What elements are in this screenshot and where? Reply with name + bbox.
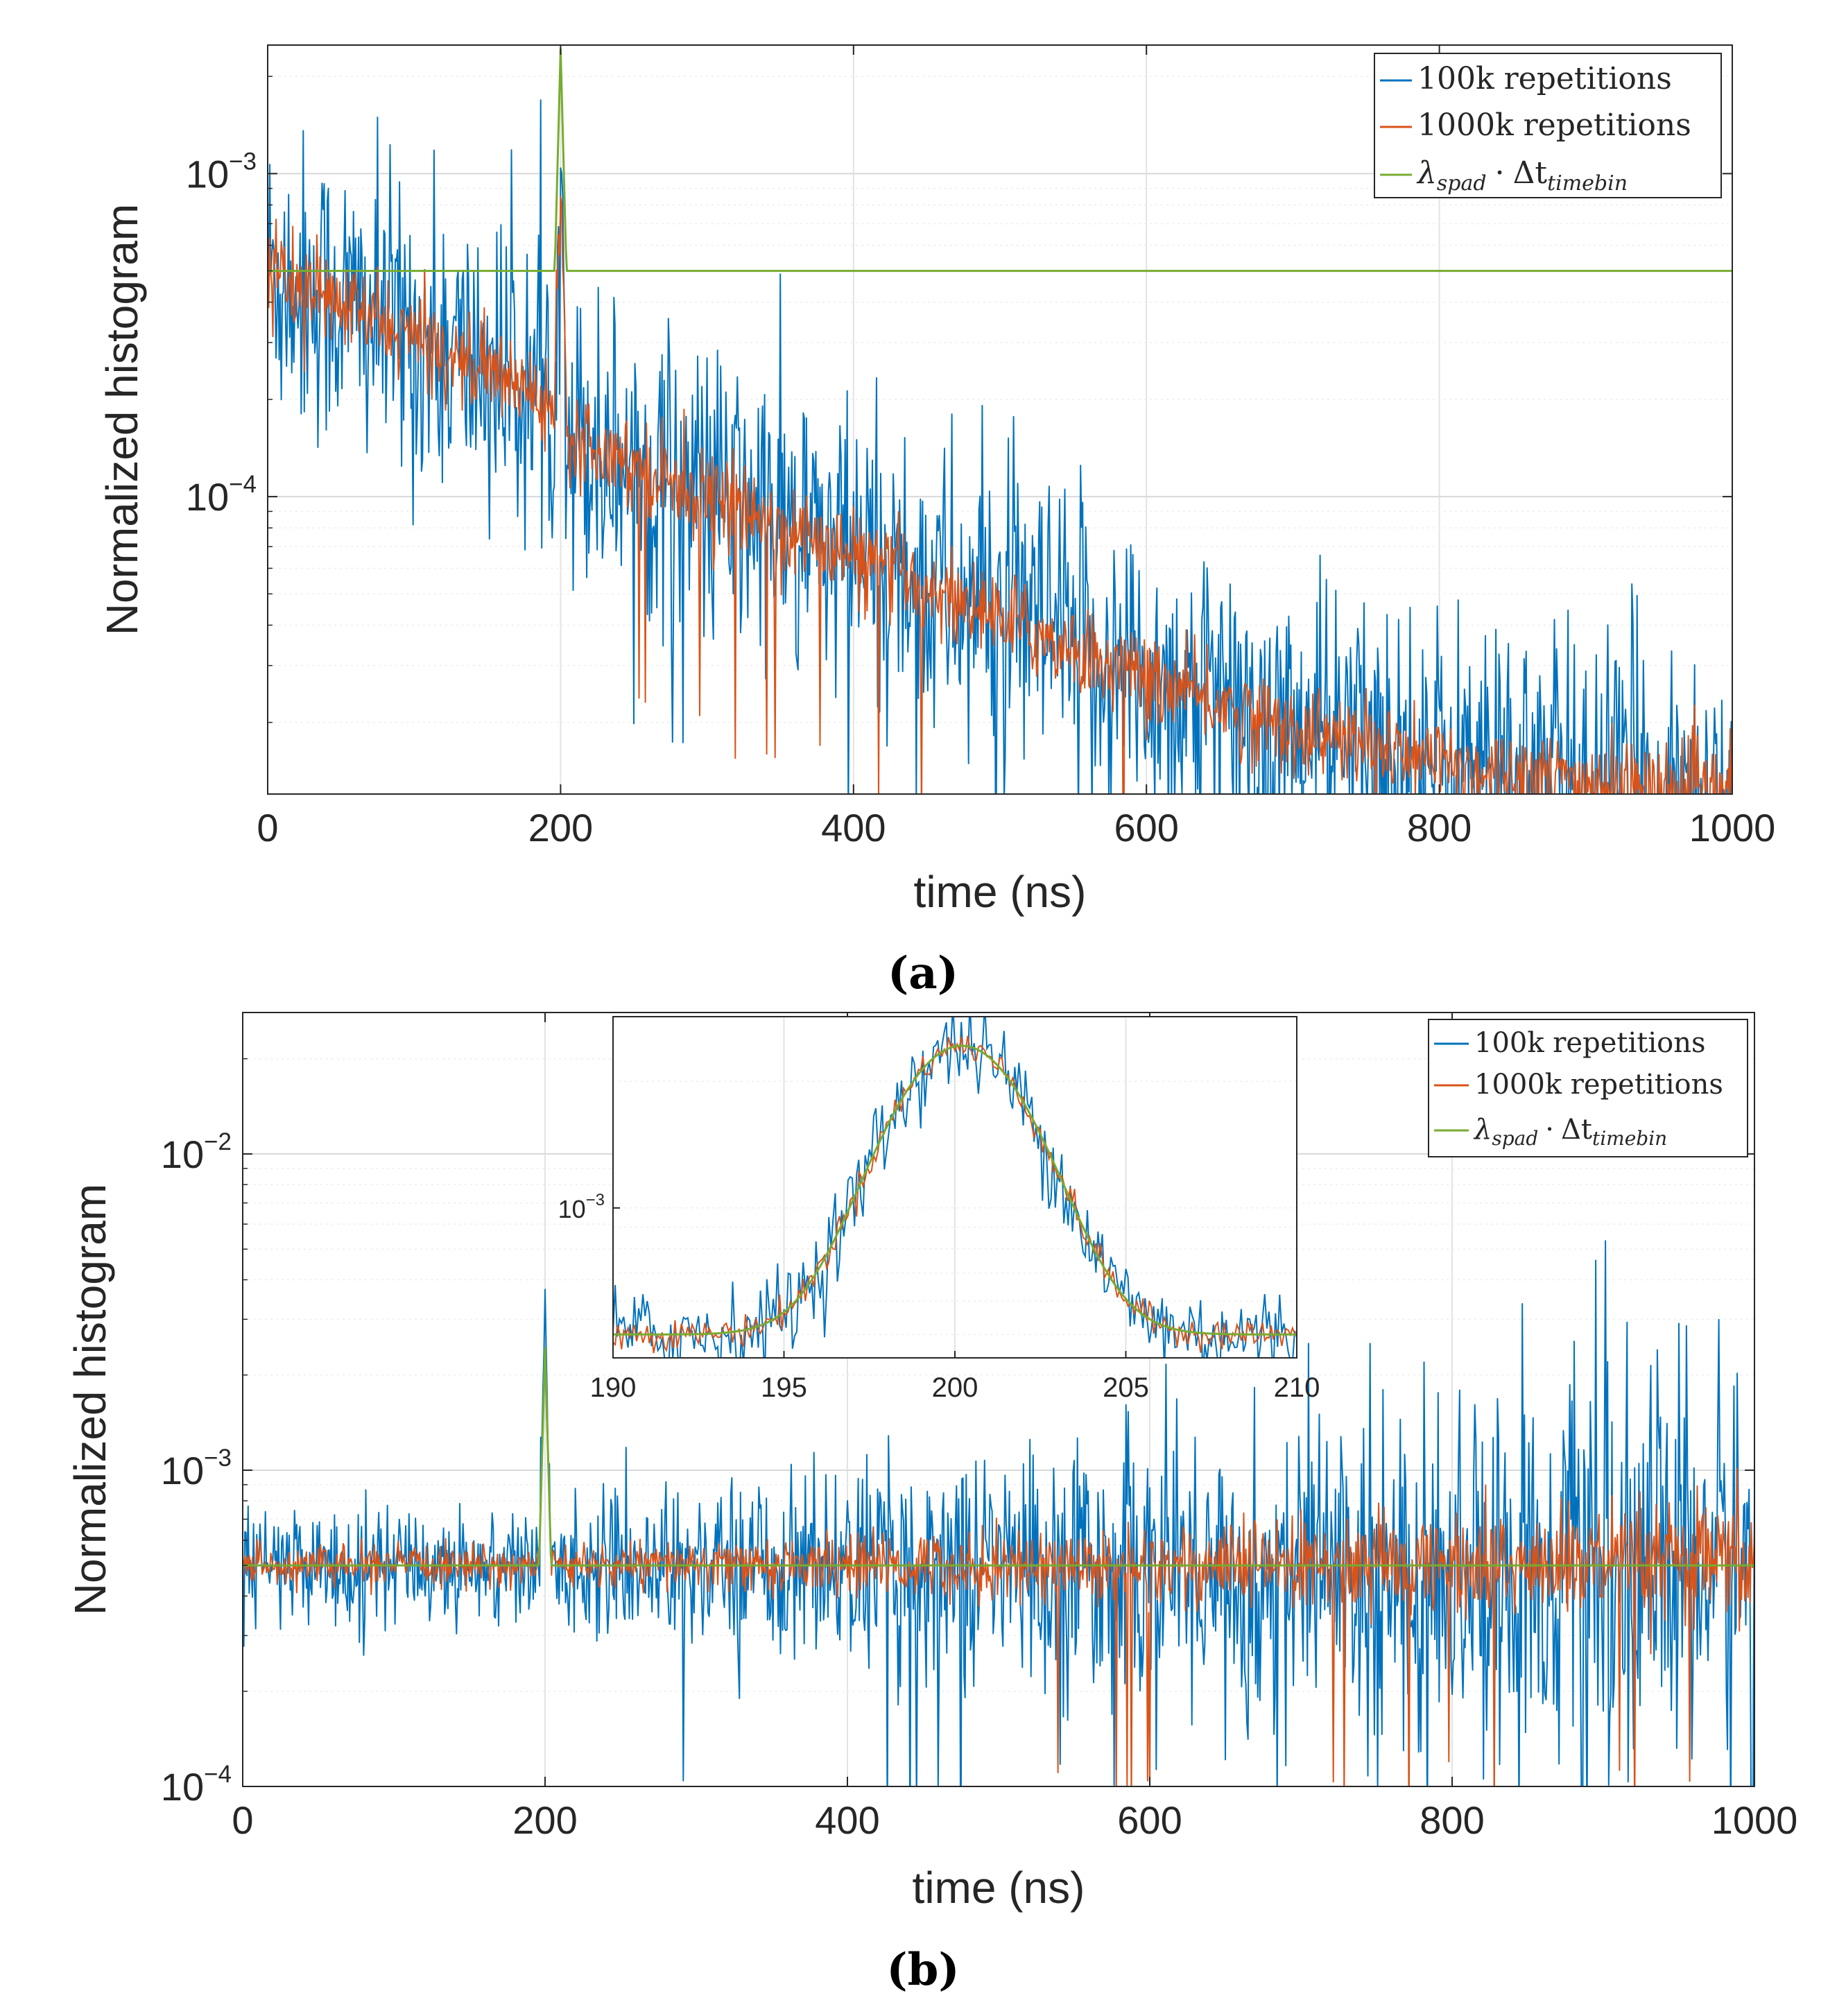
series-a <box>268 48 1732 794</box>
inset-series <box>613 1017 1297 1358</box>
x-tick-label: 200 <box>512 1798 577 1842</box>
inset-y-tick-label: 10−3 <box>558 1191 605 1223</box>
y-axis-label-a: Normalized histogram <box>97 204 147 635</box>
inset-x-ticks: 190 195 200 205 210 <box>590 1351 1320 1403</box>
inset-series-line-1 <box>613 1035 1297 1354</box>
inset-x-tick-label: 205 <box>1103 1372 1149 1403</box>
legend-box-a <box>1374 53 1722 198</box>
panel-label-b: (b) <box>886 1944 959 1996</box>
panel-label-a: (a) <box>888 947 958 999</box>
inset-series-line-0 <box>613 1017 1297 1358</box>
x-ticks-a: 0 200 400 600 800 1000 <box>257 45 1775 850</box>
legend-label-lambda: λspad · Δttimebin <box>1416 155 1628 196</box>
axes-box-b <box>242 1012 1755 1787</box>
x-tick-label: 0 <box>257 806 278 850</box>
x-tick-label: 1000 <box>1711 1798 1798 1842</box>
x-tick-label: 600 <box>1114 806 1178 850</box>
x-ticks-b: 0 200 400 600 800 1000 <box>232 1013 1797 1842</box>
y-tick-label: 10−4 <box>161 1761 232 1809</box>
legend-label-100k: 100k repetitions <box>1417 61 1672 96</box>
x-tick-label: 400 <box>815 1798 879 1842</box>
y-tick-label: 10−3 <box>186 148 257 196</box>
x-axis-label-a: time (ns) <box>914 867 1087 917</box>
inset-x-tick-label: 200 <box>932 1372 978 1403</box>
series-line-2 <box>268 48 1732 273</box>
legend-label-1000k: 1000k repetitions <box>1417 107 1691 143</box>
series-b <box>243 1240 1754 1786</box>
series-line-1 <box>268 196 1732 794</box>
inset-x-tick-label: 210 <box>1274 1372 1320 1403</box>
y-axis-label-b: Normalized histogram <box>65 1184 115 1615</box>
y-tick-label: 10−4 <box>186 471 257 519</box>
y-ticks-a: 10−3 10−4 <box>186 76 1732 723</box>
legend-box-b <box>1428 1019 1748 1157</box>
legend-b-label-1000k: 1000k repetitions <box>1474 1069 1723 1101</box>
legend-b: 100k repetitions 1000k repetitions λspad… <box>1428 1019 1748 1157</box>
series-line-0 <box>243 1240 1754 1786</box>
series-line-2 <box>243 1347 1754 1567</box>
x-tick-label: 600 <box>1117 1798 1182 1842</box>
x-tick-label: 1000 <box>1689 806 1776 850</box>
x-tick-label: 0 <box>232 1798 253 1842</box>
inset-x-tick-label: 190 <box>590 1372 637 1403</box>
inset-series-line-2 <box>613 1044 1297 1336</box>
panel-a: 0 200 400 600 800 1000 10−3 10−4 time (ns) Nor… <box>97 44 1775 999</box>
axes-box-a <box>267 44 1733 795</box>
y-tick-label: 10−3 <box>161 1445 232 1492</box>
series-line-1 <box>243 1354 1754 1786</box>
inset-x-tick-label: 195 <box>761 1372 807 1403</box>
x-tick-label: 800 <box>1420 1798 1484 1842</box>
series-line-0 <box>268 99 1732 794</box>
x-tick-label: 200 <box>528 806 593 850</box>
legend-a: 100k repetitions 1000k repetitions λspad… <box>1374 53 1722 198</box>
panel-b: 0 200 400 600 800 1000 10−2 10−3 10−4 time (ns)… <box>65 1012 1797 1996</box>
inset-y-ticks: 10−3 <box>558 1191 620 1223</box>
x-axis-label-b: time (ns) <box>913 1863 1085 1913</box>
x-tick-label: 400 <box>821 806 886 850</box>
y-tick-label: 10−2 <box>161 1128 232 1176</box>
legend-b-label-lambda: λspad · Δttimebin <box>1473 1114 1667 1150</box>
y-ticks-b: 10−2 10−3 10−4 <box>161 1058 1754 1809</box>
inset-b: 190 195 200 205 210 10−3 <box>558 1016 1320 1403</box>
x-tick-label: 800 <box>1407 806 1472 850</box>
legend-b-label-100k: 100k repetitions <box>1474 1027 1705 1059</box>
